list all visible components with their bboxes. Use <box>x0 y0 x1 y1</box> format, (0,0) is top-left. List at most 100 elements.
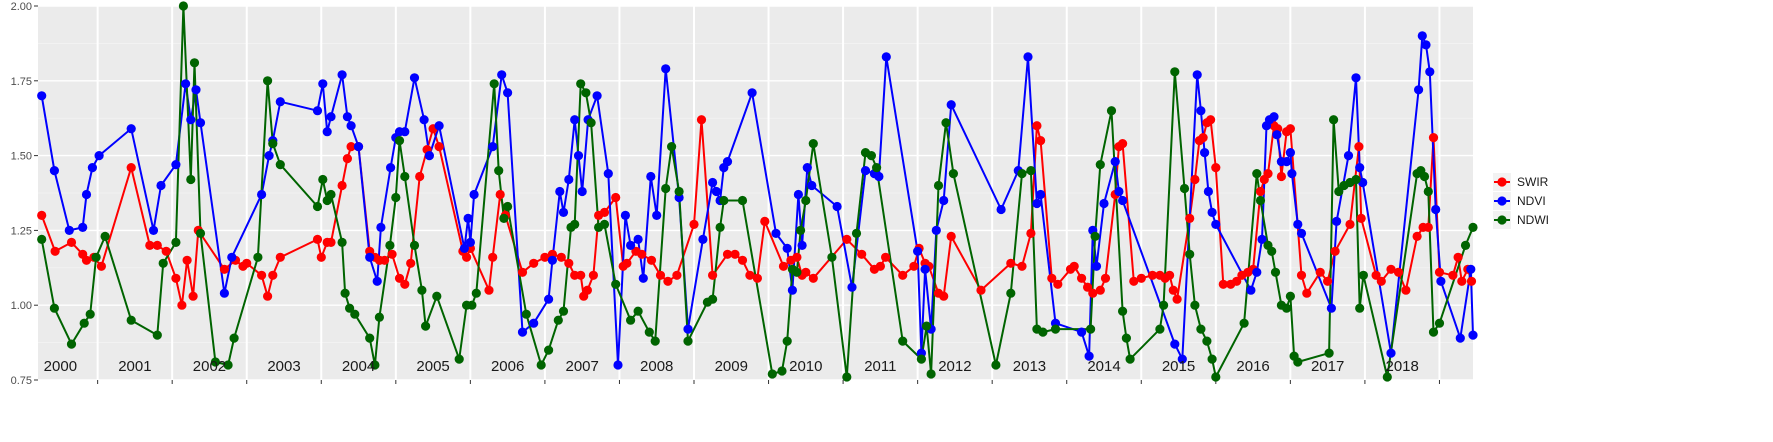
data-point-swir <box>1285 124 1295 134</box>
data-point-ndwi <box>432 291 442 301</box>
data-point-ndwi <box>223 360 233 370</box>
year-label: 2003 <box>267 358 300 375</box>
data-point-swir <box>380 255 390 265</box>
data-point-ndvi <box>1077 327 1087 337</box>
data-point-swir <box>1376 276 1386 286</box>
data-point-ndvi <box>1246 285 1256 295</box>
data-point-ndwi <box>275 160 285 170</box>
y-tick-label: 1.50 <box>11 151 32 163</box>
data-point-ndvi <box>1036 189 1046 200</box>
data-point-ndvi <box>78 222 88 232</box>
data-point-ndwi <box>318 174 328 185</box>
data-point-ndwi <box>1155 324 1165 334</box>
data-point-swir <box>1448 270 1458 280</box>
data-point-ndwi <box>1355 303 1365 313</box>
data-point-ndwi <box>1267 246 1277 256</box>
data-point-ndwi <box>1358 270 1368 280</box>
data-point-ndvi <box>626 240 636 250</box>
data-point-ndvi <box>312 106 323 116</box>
data-point-ndvi <box>1196 106 1206 116</box>
data-point-swir <box>484 285 494 295</box>
data-point-ndvi <box>946 100 956 110</box>
data-point-ndwi <box>650 336 660 346</box>
data-point-ndwi <box>667 142 677 152</box>
data-point-ndvi <box>1192 70 1202 80</box>
data-point-swir <box>842 234 852 244</box>
year-label: 2001 <box>118 358 151 375</box>
year-label: 2018 <box>1385 358 1418 375</box>
data-point-ndvi <box>346 121 356 131</box>
data-point-swir <box>1083 282 1093 292</box>
data-point-swir <box>611 192 621 203</box>
data-point-swir <box>517 267 528 277</box>
data-point-ndwi <box>553 315 563 325</box>
data-point-ndvi <box>1455 333 1465 343</box>
data-point-ndwi <box>916 354 927 364</box>
data-point-swir <box>1371 270 1381 280</box>
data-point-swir <box>1165 270 1175 280</box>
data-point-ndwi <box>661 183 671 194</box>
data-point-swir <box>161 246 171 256</box>
data-point-ndwi <box>1434 318 1445 328</box>
data-point-swir <box>1232 276 1242 286</box>
data-point-ndwi <box>708 294 718 304</box>
data-point-ndwi <box>633 306 643 316</box>
data-point-ndwi <box>872 163 882 173</box>
data-point-ndwi <box>1324 348 1334 358</box>
data-point-ndwi <box>1125 354 1135 364</box>
data-point-ndwi <box>152 330 162 340</box>
data-point-swir <box>801 267 811 277</box>
data-point-swir <box>337 180 347 191</box>
data-point-swir <box>1423 222 1433 232</box>
data-point-ndwi <box>1179 183 1190 194</box>
data-point-ndvi <box>1466 264 1476 274</box>
data-point-swir <box>1100 273 1111 283</box>
data-point-swir <box>737 255 748 265</box>
year-label: 2014 <box>1087 358 1120 375</box>
data-point-ndvi <box>638 273 648 283</box>
legend-label-ndvi: NDVI <box>1517 194 1546 208</box>
data-point-swir <box>242 258 252 268</box>
data-point-swir <box>1190 174 1200 185</box>
data-point-ndwi <box>866 151 877 161</box>
data-point-ndvi <box>181 79 191 89</box>
data-point-swir <box>1386 264 1396 274</box>
data-point-ndvi <box>698 234 708 244</box>
y-tick-label: 1.25 <box>11 225 32 237</box>
data-point-swir <box>1172 294 1182 304</box>
data-point-ndwi <box>796 225 806 235</box>
data-point-ndvi <box>711 186 722 197</box>
data-point-ndvi <box>661 64 671 74</box>
data-point-ndvi <box>787 285 798 295</box>
data-point-swir <box>66 237 77 247</box>
data-point-ndvi <box>1414 85 1424 95</box>
data-point-ndwi <box>85 309 95 319</box>
data-point-swir <box>672 270 682 280</box>
y-tick-label: 1.75 <box>11 76 32 88</box>
data-point-ndwi <box>827 252 837 262</box>
data-point-ndvi <box>1417 31 1427 41</box>
data-point-ndwi <box>178 1 188 11</box>
data-point-ndvi <box>434 121 444 131</box>
data-point-ndwi <box>1207 354 1217 364</box>
data-point-ndwi <box>851 228 862 238</box>
data-point-ndvi <box>219 288 229 298</box>
data-point-ndvi <box>874 171 884 182</box>
data-point-ndvi <box>1091 261 1102 271</box>
data-point-ndwi <box>926 369 936 379</box>
data-point-swir <box>556 252 566 262</box>
data-point-swir <box>400 279 410 289</box>
data-point-ndwi <box>385 240 395 250</box>
data-point-swir <box>1354 142 1364 152</box>
data-point-ndvi <box>318 79 328 89</box>
data-point-ndvi <box>186 115 196 125</box>
data-point-ndvi <box>342 112 352 122</box>
data-point-ndvi <box>1431 204 1441 215</box>
data-point-ndwi <box>683 336 693 346</box>
legend-key-point-ndwi <box>1497 215 1507 225</box>
data-point-ndvi <box>1118 195 1128 206</box>
data-point-ndwi <box>1050 324 1061 334</box>
data-point-ndwi <box>37 234 47 244</box>
data-point-swir <box>1006 258 1016 268</box>
